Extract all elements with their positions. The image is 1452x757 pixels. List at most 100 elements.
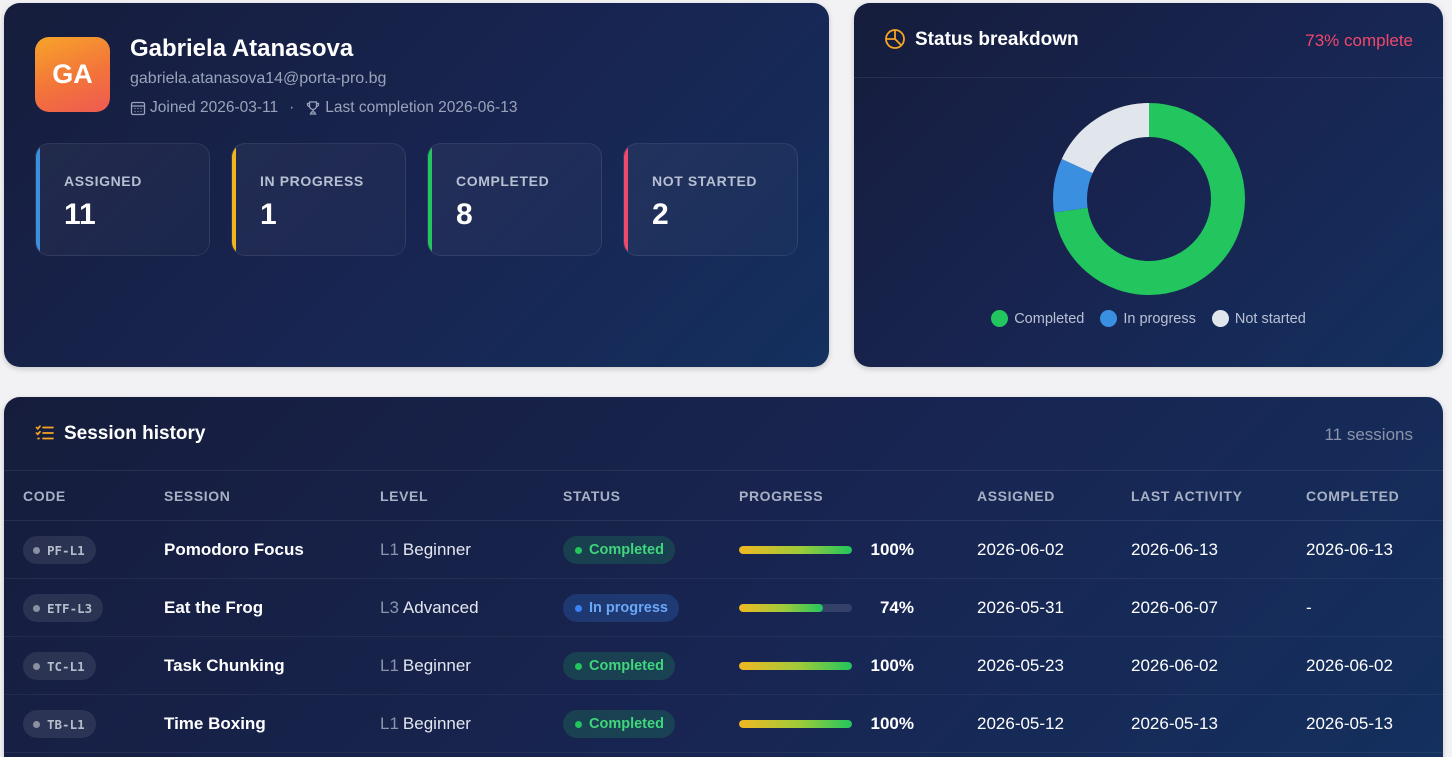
session-name[interactable]: Eat the Frog <box>164 598 264 617</box>
level-name: Beginner <box>402 540 471 559</box>
legend-item-completed[interactable]: Completed <box>991 310 1084 327</box>
status-cell: Completed <box>563 521 675 579</box>
code-dot <box>33 662 40 670</box>
table-row[interactable]: ETF-L3 Eat the Frog L3 Advanced In progress 7… <box>4 579 1443 637</box>
progress-percent: 74% <box>879 598 914 617</box>
progress-bar <box>739 604 852 612</box>
stat-label: NOT STARTED <box>652 173 758 189</box>
meta-separator: · <box>289 99 295 116</box>
trophy-icon <box>307 101 320 115</box>
column-header-last-activity[interactable]: LAST ACTIVITY <box>1131 488 1243 504</box>
session-name[interactable]: Time Boxing <box>164 714 266 733</box>
legend-swatch <box>1211 310 1229 327</box>
status-dot <box>575 720 582 728</box>
status-badge: Completed <box>563 710 675 738</box>
code-dot <box>33 720 40 728</box>
table-header: CODE SESSION LEVEL STATUS PROGRESS ASSIG… <box>4 471 1443 521</box>
stat-value: 1 <box>260 198 277 231</box>
code-cell: TB-L1 <box>23 695 96 753</box>
status-label: Completed <box>589 716 664 732</box>
column-header-progress[interactable]: PROGRESS <box>739 488 824 504</box>
progress-cell: 100% <box>739 521 914 579</box>
level-cell: L1 Beginner <box>380 637 471 695</box>
progress-bar <box>739 662 852 670</box>
status-dot <box>575 546 582 554</box>
status-donut-chart <box>1053 103 1245 295</box>
donut-slice-in-progress[interactable] <box>1053 103 1245 295</box>
status-badge: Completed <box>563 652 675 680</box>
level-code: L1 <box>380 540 399 559</box>
progress-fill <box>739 546 852 554</box>
session-code-chip: TB-L1 <box>23 710 96 738</box>
session-name[interactable]: Task Chunking <box>164 656 285 675</box>
user-meta: Joined 2026-03-11 · Last completion 2026… <box>130 99 517 117</box>
column-header-status[interactable]: STATUS <box>563 488 621 504</box>
level-code: L3 <box>380 598 399 617</box>
code-cell: TC-L1 <box>23 637 96 695</box>
session-code: TC-L1 <box>47 658 85 674</box>
session-history-card: Session history 11 sessions CODE SESSION… <box>4 397 1443 757</box>
stat-label: ASSIGNED <box>64 173 142 189</box>
legend-label: In progress <box>1123 310 1196 327</box>
status-badge: Completed <box>563 536 675 564</box>
code-cell: ETF-L3 <box>23 579 104 637</box>
stat-label: COMPLETED <box>456 173 550 189</box>
last-completion-date: Last completion 2026-06-13 <box>325 99 518 116</box>
assigned-date: 2026-05-31 <box>977 598 1064 617</box>
progress-percent: 100% <box>870 714 914 733</box>
status-label: Completed <box>589 542 664 558</box>
session-cell: Eat the Frog <box>164 579 263 637</box>
column-header-assigned[interactable]: ASSIGNED <box>977 488 1055 504</box>
column-header-level[interactable]: LEVEL <box>380 488 429 504</box>
legend-item-not-started[interactable]: Not started <box>1211 310 1306 327</box>
stat-label: IN PROGRESS <box>260 173 364 189</box>
profile-card: GA Gabriela Atanasova gabriela.atanasova… <box>4 3 829 367</box>
status-dot <box>575 662 582 670</box>
legend-swatch <box>1100 310 1118 327</box>
session-code-chip: ETF-L3 <box>23 594 104 622</box>
assigned-date: 2026-05-12 <box>977 714 1064 733</box>
status-badge: In progress <box>563 594 679 622</box>
column-header-session[interactable]: SESSION <box>164 488 231 504</box>
table-row[interactable]: TC-L1 Task Chunking L1 Beginner Completed 100… <box>4 637 1443 695</box>
table-row[interactable]: TB-L1 Time Boxing L1 Beginner Completed 100% 2… <box>4 695 1443 753</box>
legend-item-in-progress[interactable]: In progress <box>1100 310 1196 327</box>
status-breakdown-card: Status breakdown 73% complete Completed … <box>854 3 1443 367</box>
completed-date: 2026-05-13 <box>1306 714 1393 733</box>
stat-not-started: NOT STARTED 2 <box>623 143 798 256</box>
last-activity-date: 2026-05-13 <box>1131 714 1218 733</box>
table-row[interactable]: PF-L1 Pomodoro Focus L1 Beginner Completed 10… <box>4 521 1443 579</box>
progress-cell: 100% <box>739 695 914 753</box>
status-label: In progress <box>589 600 668 616</box>
pie-chart-icon <box>885 29 905 49</box>
session-history-header: Session history 11 sessions <box>4 397 1443 471</box>
level-code: L1 <box>380 714 399 733</box>
code-dot <box>33 546 40 554</box>
progress-cell: 74% <box>739 579 914 637</box>
status-label: Completed <box>589 658 664 674</box>
progress-percent: 100% <box>870 540 914 559</box>
session-name[interactable]: Pomodoro Focus <box>164 540 304 559</box>
avatar: GA <box>35 37 110 112</box>
status-header: Status breakdown 73% complete <box>854 3 1443 78</box>
completed-date: 2026-06-02 <box>1306 656 1393 675</box>
stat-value: 11 <box>64 198 96 231</box>
level-cell: L1 Beginner <box>380 521 471 579</box>
legend-label: Completed <box>1014 310 1085 327</box>
session-code-chip: PF-L1 <box>23 536 96 564</box>
status-cell: Completed <box>563 695 675 753</box>
progress-fill <box>739 662 852 670</box>
stat-accent <box>428 144 432 255</box>
last-activity-date: 2026-06-02 <box>1131 656 1218 675</box>
column-header-completed[interactable]: COMPLETED <box>1306 488 1400 504</box>
session-code: TB-L1 <box>47 716 85 732</box>
list-icon <box>35 425 54 440</box>
stat-in-progress: IN PROGRESS 1 <box>231 143 406 256</box>
stat-completed: COMPLETED 8 <box>427 143 602 256</box>
session-cell: Task Chunking <box>164 637 285 695</box>
column-header-code[interactable]: CODE <box>23 488 66 504</box>
level-name: Advanced <box>402 598 479 617</box>
status-cell: Completed <box>563 637 675 695</box>
level-name: Beginner <box>402 714 471 733</box>
donut-slice-not-started[interactable] <box>1053 103 1245 295</box>
